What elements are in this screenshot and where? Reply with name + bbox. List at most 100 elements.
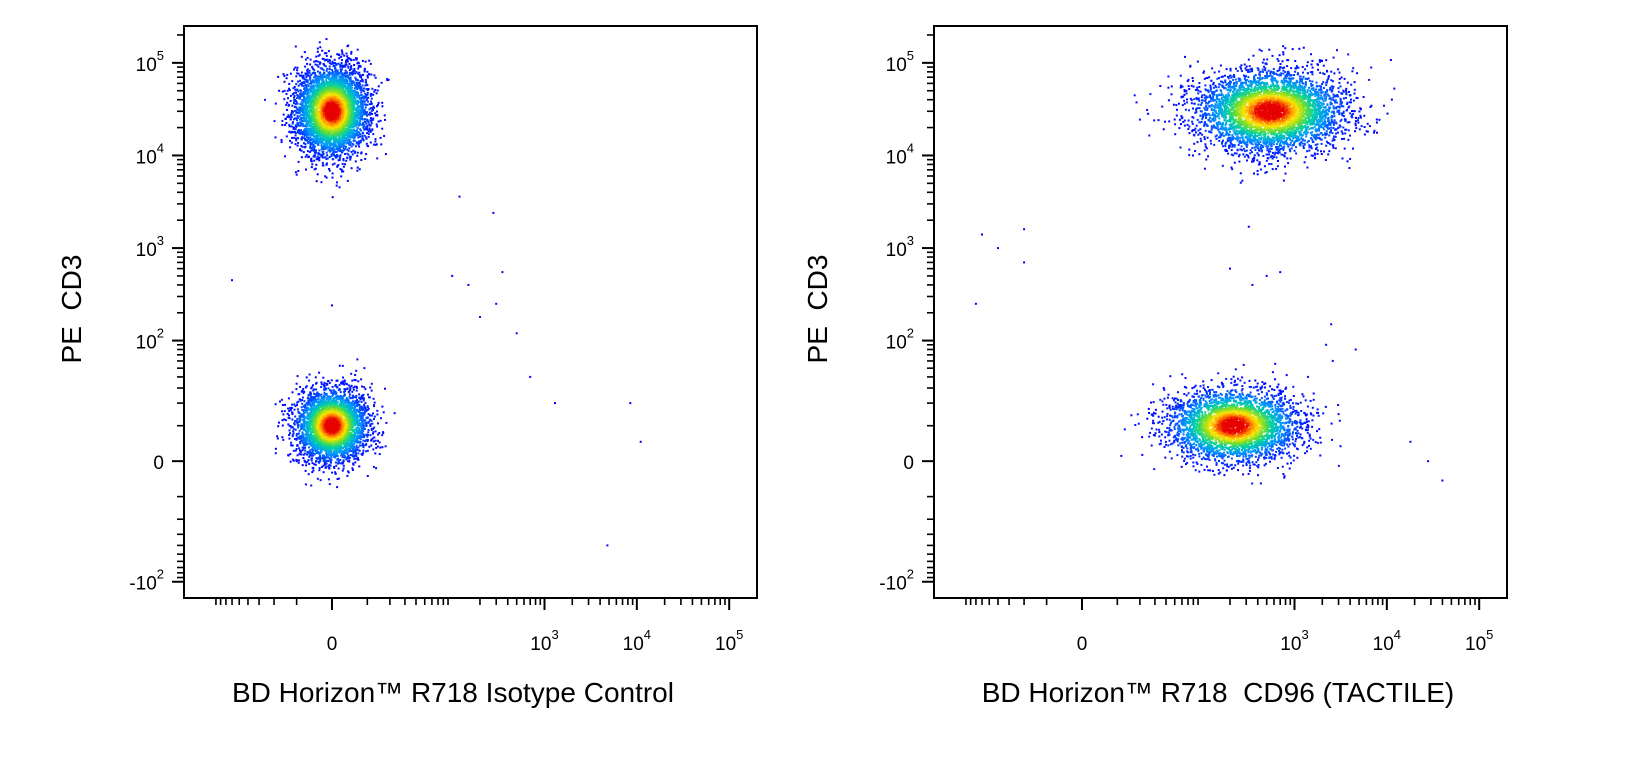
event-dot: [287, 454, 290, 457]
event-dot: [335, 64, 338, 67]
event-dot: [358, 403, 361, 406]
event-dot: [328, 65, 331, 68]
event-dot: [348, 69, 351, 71]
event-dot: [362, 399, 365, 402]
event-dot: [308, 78, 311, 81]
event-dot: [368, 113, 371, 116]
event-dot: [324, 59, 326, 62]
event-dot: [300, 117, 303, 120]
event-dot: [306, 443, 309, 445]
event-dot: [309, 147, 312, 150]
event-dot: [329, 146, 332, 149]
event-dot: [299, 106, 302, 109]
event-dot: [358, 105, 361, 108]
event-dot: [289, 425, 292, 428]
event-dot: [322, 398, 325, 401]
event-dot: [303, 419, 306, 422]
event-dot: [333, 162, 336, 165]
event-dot: [316, 64, 319, 67]
event-dot: [361, 396, 364, 398]
event-dot: [309, 403, 312, 406]
event-dot: [353, 457, 356, 460]
event-dot: [307, 450, 310, 453]
event-dot: [314, 139, 317, 142]
event-dot: [336, 153, 339, 156]
event-dot: [305, 88, 308, 91]
event-dot: [309, 422, 312, 425]
event-dot: [300, 118, 302, 121]
event-dot: [331, 158, 334, 161]
event-dot: [350, 372, 353, 375]
event-dot: [378, 441, 381, 444]
event-dot: [356, 105, 359, 107]
event-dot: [306, 433, 309, 436]
event-dot: [353, 128, 356, 131]
event-dot: [309, 90, 312, 93]
event-dot: [300, 74, 303, 77]
event-dot: [366, 406, 369, 409]
event-dot: [378, 453, 381, 456]
event-dot: [273, 120, 276, 123]
event-dot: [322, 79, 325, 82]
event-dot: [355, 58, 358, 61]
event-dot: [328, 467, 331, 469]
event-dot: [349, 138, 351, 141]
event-dot: [364, 81, 367, 84]
event-dot: [295, 139, 298, 142]
event-dot: [302, 439, 305, 442]
event-dot: [303, 437, 306, 440]
event-dot: [356, 48, 359, 51]
event-dot: [319, 455, 322, 458]
event-dot: [314, 167, 317, 170]
event-dot: [312, 407, 315, 410]
event-dot: [361, 135, 364, 138]
event-dot: [363, 120, 366, 123]
event-dot: [318, 467, 321, 469]
event-dot: [297, 170, 300, 172]
event-dot: [342, 397, 345, 400]
event-dot: [369, 423, 372, 426]
event-dot: [350, 133, 353, 136]
event-dot: [331, 136, 334, 139]
event-dot: [316, 445, 319, 447]
event-dot: [315, 149, 317, 152]
event-dot: [325, 134, 328, 137]
event-dot: [313, 130, 316, 133]
event-dot: [359, 120, 361, 122]
event-dot: [354, 97, 356, 100]
event-dot: [351, 123, 354, 126]
event-dot: [335, 150, 338, 153]
event-dot: [314, 398, 317, 401]
event-dot: [302, 125, 305, 128]
event-dot: [327, 60, 330, 63]
event-dot: [317, 143, 320, 145]
event-dot: [338, 186, 341, 189]
event-dot: [344, 65, 347, 68]
event-dot: [327, 88, 330, 91]
event-dot: [317, 442, 320, 445]
event-dot: [291, 391, 294, 394]
event-dot: [372, 432, 374, 435]
event-dot: [290, 426, 293, 429]
event-dot: [318, 78, 321, 81]
event-dot: [362, 449, 365, 452]
event-dot: [278, 89, 281, 92]
event-dot: [312, 417, 315, 419]
event-dot: [285, 92, 288, 95]
event-dot: [362, 407, 364, 410]
event-dot: [289, 146, 292, 149]
event-dot: [306, 128, 309, 131]
event-dot: [327, 50, 330, 53]
event-dot: [319, 84, 322, 87]
event-dot: [361, 84, 364, 87]
event-dot: [303, 421, 306, 424]
event-dot: [380, 81, 383, 84]
event-dot: [356, 88, 359, 90]
event-dot: [361, 114, 363, 117]
event-dot: [318, 469, 321, 472]
event-dot: [352, 429, 355, 432]
event-dot: [319, 74, 322, 77]
event-dot: [304, 416, 307, 419]
event-dot: [338, 53, 341, 56]
event-dot: [289, 406, 292, 409]
